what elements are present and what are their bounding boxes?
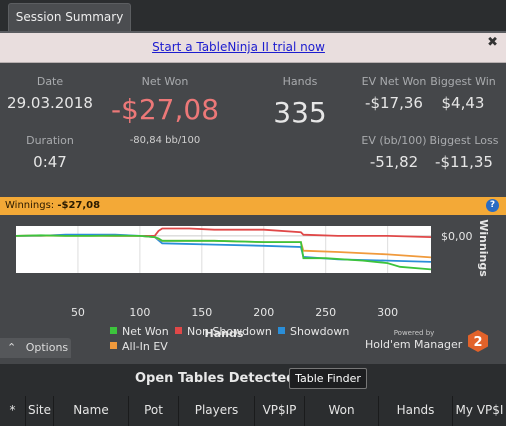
- hands-label: Hands: [282, 75, 318, 88]
- ev-net-won-label: EV Net Won: [361, 75, 427, 88]
- x-tick-label: 150: [191, 306, 212, 319]
- duration-label: Duration: [26, 134, 74, 147]
- promo-banner: Start a TableNinja II trial now ✖: [0, 33, 506, 63]
- date-label: Date: [36, 75, 64, 88]
- open-tables-header: * Site Name Pot Players VP$IP Won Hands …: [0, 396, 506, 426]
- tab-bar: Session Summary: [0, 0, 506, 31]
- x-tick-label: 200: [253, 306, 274, 319]
- net-won-value: -$27,08: [110, 93, 220, 126]
- date-value: 29.03.2018: [7, 94, 93, 112]
- legend-non-showdown: Non Showdown: [175, 325, 272, 338]
- winnings-label: Winnings:: [5, 200, 55, 211]
- table-finder-button[interactable]: Table Finder: [289, 368, 367, 389]
- column-header-players[interactable]: Players: [179, 396, 255, 426]
- series-line-net-won: [15, 234, 432, 271]
- session-summary-panel: Start a TableNinja II trial now ✖ Date 2…: [0, 31, 506, 364]
- column-header-my-vpip[interactable]: My VP$I: [455, 403, 504, 417]
- legend-swatch-net-won: [110, 327, 117, 334]
- brand-name: Hold'em Manager: [365, 338, 463, 351]
- duration-value: 0:47: [33, 153, 67, 171]
- legend-showdown: Showdown: [278, 325, 349, 338]
- legend-swatch-showdown: [278, 327, 285, 334]
- winnings-text: Winnings: -$27,08: [5, 200, 100, 211]
- tableninja-trial-link[interactable]: Start a TableNinja II trial now: [152, 40, 325, 54]
- legend-swatch-non-showdown: [175, 327, 182, 334]
- column-header-vpip[interactable]: VP$IP: [255, 396, 305, 426]
- biggest-loss-label: Biggest Loss: [429, 134, 499, 147]
- legend-swatch-all-in-ev: [110, 342, 117, 349]
- open-tables-section: Open Tables Detected Table Finder * Site…: [0, 364, 506, 426]
- options-label: Options: [25, 341, 69, 354]
- ev-net-won-value: -$17,36: [365, 94, 423, 112]
- legend-label-non-showdown: Non Showdown: [187, 325, 272, 338]
- y-tick-label: $0,00: [441, 230, 473, 243]
- x-tick-label: 300: [377, 306, 398, 319]
- column-header-site[interactable]: Site: [26, 396, 54, 426]
- biggest-loss-value: -$11,35: [435, 153, 493, 171]
- legend-label-showdown: Showdown: [290, 325, 350, 338]
- powered-by-text: Powered by: [393, 329, 435, 337]
- help-icon[interactable]: ?: [486, 199, 499, 212]
- winnings-value: -$27,08: [57, 200, 101, 211]
- tab-session-summary[interactable]: Session Summary: [8, 3, 131, 31]
- close-icon[interactable]: ✖: [487, 35, 498, 50]
- options-button[interactable]: ⌃ Options: [0, 338, 71, 358]
- ev-bb100-value: -51,82: [369, 153, 419, 171]
- legend-net-won: Net Won: [110, 325, 169, 338]
- winnings-chart: 50 100 150 200 250 300 $0,00 Hands Winnings: [15, 219, 490, 339]
- winnings-bar: Winnings: -$27,08 ?: [0, 197, 506, 215]
- net-won-label: Net Won: [141, 75, 189, 88]
- column-header-star[interactable]: *: [0, 396, 26, 426]
- biggest-win-value: $4,43: [441, 94, 485, 112]
- y-axis-title: Winnings: [477, 219, 490, 277]
- chevron-up-icon: ⌃: [7, 341, 17, 354]
- svg-text:2: 2: [473, 335, 482, 350]
- legend-label-all-in-ev: All-In EV: [122, 340, 168, 353]
- x-tick-label: 250: [315, 306, 336, 319]
- ev-bb100-label: EV (bb/100): [361, 134, 427, 147]
- column-header-name[interactable]: Name: [54, 396, 129, 426]
- legend-label-net-won: Net Won: [122, 325, 169, 338]
- column-header-hands[interactable]: Hands: [379, 396, 453, 426]
- net-won-bb100: -80,84 bb/100: [129, 135, 201, 146]
- hm2-logo-icon: 2: [468, 330, 488, 352]
- open-tables-title: Open Tables Detected: [135, 371, 296, 386]
- legend-all-in-ev: All-In EV: [110, 340, 168, 353]
- x-axis-title: Hands: [205, 327, 244, 339]
- x-tick-label: 50: [71, 306, 85, 319]
- column-header-won[interactable]: Won: [305, 396, 379, 426]
- hands-value: 335: [273, 96, 327, 129]
- column-header-pot[interactable]: Pot: [129, 396, 179, 426]
- biggest-win-label: Biggest Win: [430, 75, 496, 88]
- x-tick-label: 100: [129, 306, 150, 319]
